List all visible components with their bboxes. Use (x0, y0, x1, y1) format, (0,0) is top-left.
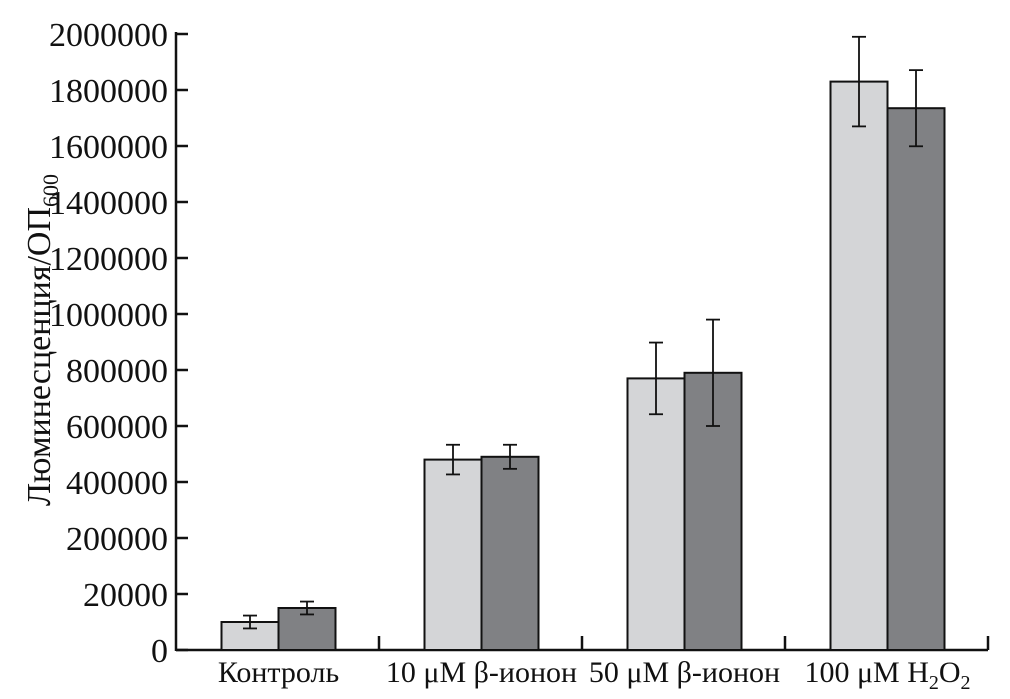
y-tick-label: 800000 (66, 353, 168, 390)
y-tick-label: 1600000 (49, 129, 168, 166)
bar (423, 458, 483, 651)
x-tick-label: 100 μM H2O2 (804, 656, 970, 694)
bar (829, 80, 889, 652)
bar (886, 107, 946, 651)
y-tick-label: 0 (151, 633, 168, 670)
y-tick-label: 200000 (66, 521, 168, 558)
y-tick-label: 1000000 (49, 297, 168, 334)
x-tick-label: Контроль (218, 656, 339, 689)
bar (626, 377, 686, 651)
x-tick-label: 50 μM β-ионон (589, 656, 780, 689)
y-tick-label: 400000 (66, 465, 168, 502)
y-tick-label: 1400000 (49, 185, 168, 222)
bar (480, 455, 540, 651)
y-tick-label: 2000000 (49, 17, 168, 54)
x-tick-label: 10 μM β-ионон (386, 656, 577, 689)
y-tick-label: 1800000 (49, 73, 168, 110)
y-tick-label: 600000 (66, 409, 168, 446)
y-tick-label: 20000 (83, 577, 168, 614)
y-tick-label: 1200000 (49, 241, 168, 278)
y-axis-label-subscript: 600 (38, 174, 63, 207)
y-axis-label: Люминесценция/ОП600 (21, 174, 63, 506)
